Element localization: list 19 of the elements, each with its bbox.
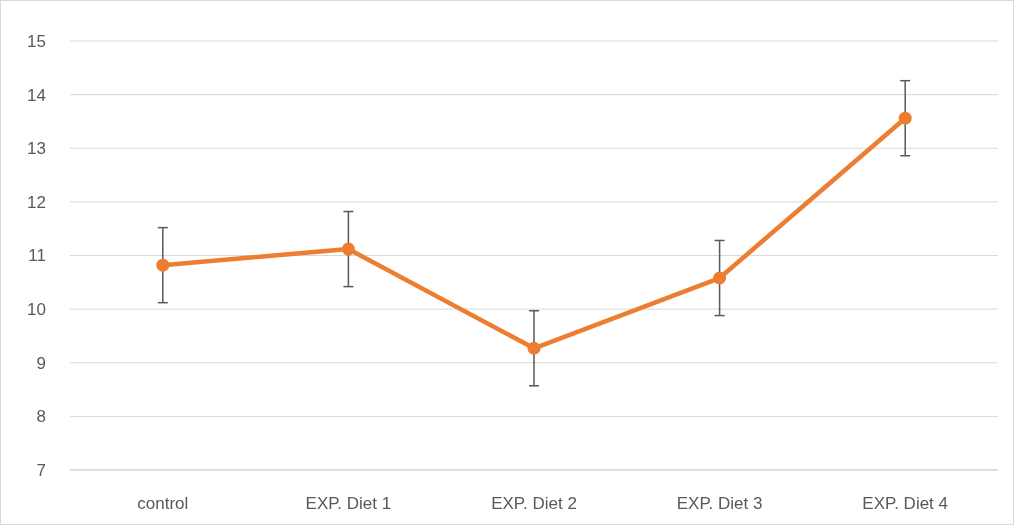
y-tick-label: 12 bbox=[27, 192, 46, 212]
x-tick-label: control bbox=[137, 494, 189, 513]
y-tick-label: 9 bbox=[36, 353, 46, 373]
y-tick-label: 15 bbox=[27, 31, 46, 51]
y-tick-label: 10 bbox=[27, 300, 46, 320]
y-tick-label: 14 bbox=[27, 85, 46, 105]
x-tick-label: EXP. Diet 3 bbox=[676, 494, 763, 513]
point bbox=[527, 341, 541, 355]
x-tick-label: EXP. Diet 4 bbox=[862, 494, 949, 513]
point bbox=[156, 258, 170, 272]
point bbox=[713, 271, 727, 285]
point bbox=[341, 242, 355, 256]
point bbox=[898, 111, 912, 125]
y-tick-label: 13 bbox=[27, 139, 46, 159]
y-tick-label: 11 bbox=[28, 246, 46, 266]
y-tick-label: 8 bbox=[36, 407, 46, 427]
x-tick-label: EXP. Diet 1 bbox=[305, 494, 392, 513]
y-tick-label: 7 bbox=[36, 460, 46, 480]
x-tick-label: EXP. Diet 2 bbox=[491, 494, 577, 513]
